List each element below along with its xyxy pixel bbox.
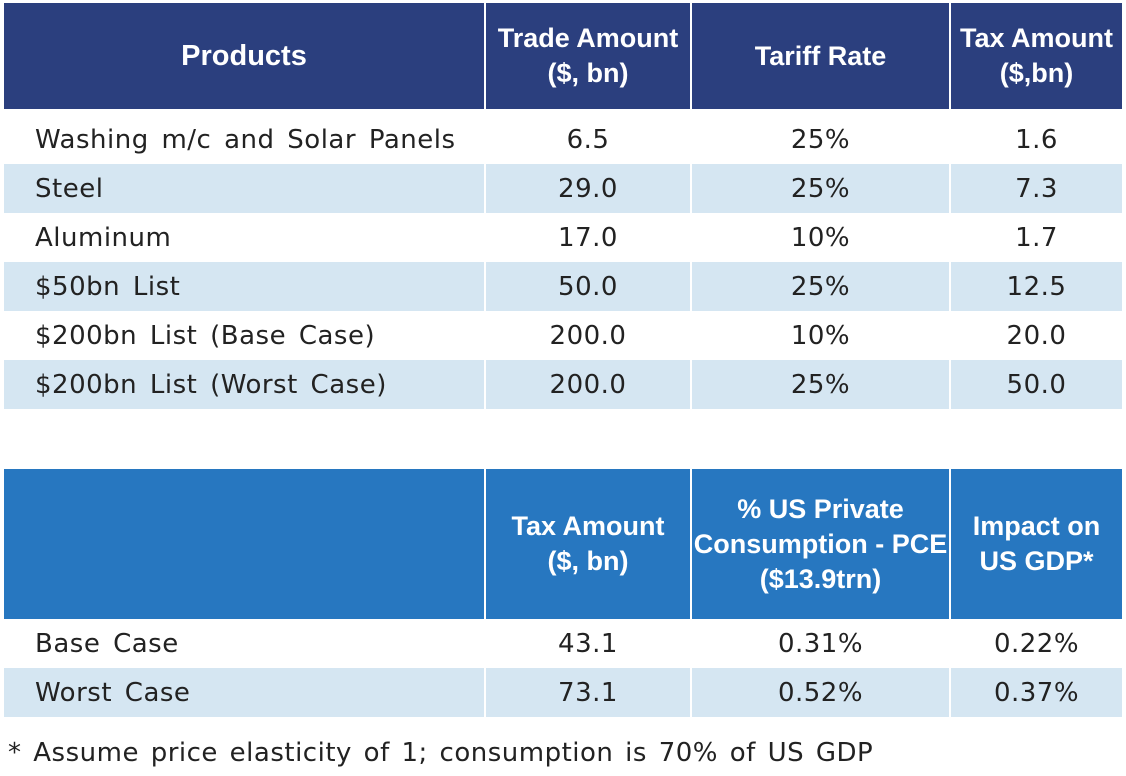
table-row: $200bn List (Base Case) 200.0 10% 20.0 xyxy=(4,311,1122,360)
pce-cell: 0.31% xyxy=(690,619,950,668)
scenario-cell: Base Case xyxy=(35,628,179,659)
trade-cell: 50.0 xyxy=(484,262,691,311)
header-trade-amount: Trade Amount ($, bn) xyxy=(484,3,691,109)
scenario-cell: Worst Case xyxy=(4,668,485,717)
product-cell: $200bn List (Base Case) xyxy=(35,320,376,351)
header-tax-amount: Tax Amount ($,bn) xyxy=(949,3,1122,109)
tax-cell: 43.1 xyxy=(484,619,691,668)
table-row: Base Case 43.1 0.31% 0.22% xyxy=(4,619,1122,668)
product-cell: Steel xyxy=(4,164,485,213)
product-cell: Washing m/c and Solar Panels xyxy=(35,124,456,155)
product-cell: $200bn List (Worst Case) xyxy=(4,360,485,409)
tariff-cell: 25% xyxy=(690,109,950,164)
tariff-products-table: Products Trade Amount ($, bn) Tariff Rat… xyxy=(4,3,1122,409)
gdp-impact-table: Tax Amount ($, bn) % US Private Consumpt… xyxy=(4,469,1122,717)
header-tariff-rate: Tariff Rate xyxy=(690,3,950,109)
table-row: $50bn List 50.0 25% 12.5 xyxy=(4,262,1122,311)
tax-cell: 12.5 xyxy=(949,262,1122,311)
table-row: Aluminum 17.0 10% 1.7 xyxy=(4,213,1122,262)
tax-cell: 7.3 xyxy=(949,164,1122,213)
table-row: Washing m/c and Solar Panels 6.5 25% 1.6 xyxy=(4,109,1122,164)
trade-cell: 200.0 xyxy=(484,360,691,409)
tariff-cell: 10% xyxy=(690,213,950,262)
trade-cell: 29.0 xyxy=(484,164,691,213)
table-row: Worst Case 73.1 0.52% 0.37% xyxy=(4,668,1122,717)
trade-cell: 200.0 xyxy=(484,311,691,360)
tariff-cell: 25% xyxy=(690,360,950,409)
header-tax-amount: Tax Amount ($, bn) xyxy=(484,469,691,619)
tax-cell: 20.0 xyxy=(949,311,1122,360)
footnote: * Assume price elasticity of 1; consumpt… xyxy=(8,738,874,768)
tariff-cell: 10% xyxy=(690,311,950,360)
header-gdp-impact: Impact on US GDP* xyxy=(949,469,1122,619)
gdp-cell: 0.37% xyxy=(949,668,1122,717)
header-pce-share: % US Private Consumption - PCE ($13.9trn… xyxy=(690,469,950,619)
tariff-cell: 25% xyxy=(690,262,950,311)
table-header-row: Tax Amount ($, bn) % US Private Consumpt… xyxy=(4,469,1122,619)
tax-cell: 1.7 xyxy=(949,213,1122,262)
table-row: Steel 29.0 25% 7.3 xyxy=(4,164,1122,213)
table-row: $200bn List (Worst Case) 200.0 25% 50.0 xyxy=(4,360,1122,409)
header-products: Products xyxy=(4,3,485,109)
table-header-row: Products Trade Amount ($, bn) Tariff Rat… xyxy=(4,3,1122,109)
product-cell: Aluminum xyxy=(35,222,172,253)
trade-cell: 6.5 xyxy=(484,109,691,164)
tariff-cell: 25% xyxy=(690,164,950,213)
product-cell: $50bn List xyxy=(4,262,485,311)
tax-cell: 73.1 xyxy=(484,668,691,717)
header-blank xyxy=(4,469,485,619)
tax-cell: 50.0 xyxy=(949,360,1122,409)
pce-cell: 0.52% xyxy=(690,668,950,717)
gdp-cell: 0.22% xyxy=(949,619,1122,668)
tax-cell: 1.6 xyxy=(949,109,1122,164)
trade-cell: 17.0 xyxy=(484,213,691,262)
